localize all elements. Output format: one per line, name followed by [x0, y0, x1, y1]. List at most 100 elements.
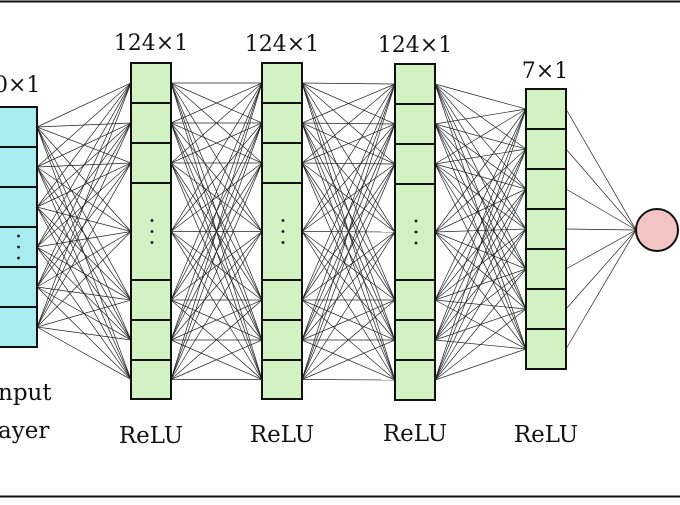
connection-line: [434, 108, 527, 165]
hidden-1-cell: [130, 319, 172, 361]
connection-line: [434, 148, 527, 233]
connection-line: [301, 123, 396, 232]
connection-line: [36, 206, 132, 301]
hidden-2-activation: ReLU: [250, 422, 314, 448]
connection-line: [434, 163, 527, 270]
ellipsis-dot: [414, 219, 418, 223]
hidden-3-activation: ReLU: [383, 421, 447, 447]
connection-line: [36, 246, 132, 301]
hidden-1-cell: [130, 62, 172, 104]
hidden-4-column: [525, 88, 567, 370]
connection-line: [36, 162, 132, 328]
connection-line: [170, 231, 263, 301]
input-cell: [0, 306, 38, 348]
hidden-2-cell: [261, 102, 303, 144]
input-column: [0, 106, 38, 348]
input-cell: [0, 266, 38, 308]
hidden-1-activation: ReLU: [119, 423, 183, 449]
connection-line: [434, 148, 527, 381]
hidden-3-cell: [394, 319, 436, 361]
connection-line: [170, 231, 263, 341]
connection-line: [36, 166, 132, 301]
hidden-4-dim-label: 7×1: [522, 59, 568, 84]
hidden-3-cell: [394, 359, 436, 401]
connection-line: [170, 122, 263, 164]
connection-line: [36, 82, 132, 128]
connection-line: [301, 231, 396, 341]
input-dim-label: 0×1: [0, 73, 40, 98]
input-caption-line-2: ayer: [0, 418, 49, 444]
connection-line: [36, 82, 132, 248]
hidden-4-cell: [525, 208, 567, 250]
hidden-4-activation: ReLU: [514, 422, 578, 448]
connection-line: [170, 122, 263, 380]
connection-line: [301, 123, 396, 164]
hidden-3-cell: [394, 143, 436, 185]
hidden-1-dim-label: 124×1: [114, 31, 188, 56]
connection-line: [434, 231, 527, 350]
input-caption-line-1: nput: [0, 380, 52, 406]
connection-line: [36, 82, 132, 288]
hidden-2-cell: [261, 279, 303, 321]
connection-line: [170, 82, 263, 301]
connection-line: [434, 108, 527, 233]
connection-line: [301, 163, 396, 380]
ellipsis-dot: [150, 219, 154, 222]
connection-line: [36, 126, 132, 232]
hidden-2-column: [261, 62, 303, 400]
connection-line: [170, 82, 263, 232]
connection-line: [301, 339, 396, 380]
connection-line: [36, 231, 132, 328]
connection-line: [301, 163, 396, 232]
hidden-4-cell: [525, 88, 567, 130]
hidden-3-column: [394, 63, 436, 401]
connection-line: [170, 162, 263, 232]
connection-line: [170, 82, 263, 124]
connection-line: [170, 231, 263, 380]
connection-line: [170, 339, 263, 380]
hidden-3-cell: [394, 63, 436, 105]
ellipsis-dot: [150, 230, 154, 233]
connection-line: [301, 299, 396, 341]
connection-line: [301, 379, 396, 381]
ellipsis-dot: [414, 230, 418, 234]
hidden-3-dim-label: 124×1: [378, 33, 452, 58]
connection-line: [301, 123, 396, 380]
output-connection-line: [565, 229, 637, 270]
connection-line: [434, 163, 527, 230]
connection-line: [434, 108, 527, 301]
connection-line: [36, 82, 132, 168]
output-neuron: [635, 208, 679, 252]
connection-line: [434, 188, 527, 381]
connection-line: [434, 148, 527, 165]
connection-line: [434, 108, 527, 125]
connection-line: [434, 108, 527, 381]
connection-line: [434, 108, 527, 341]
hidden-2-cell: [261, 62, 303, 104]
hidden-2-cell: [261, 359, 303, 400]
connection-line: [36, 82, 132, 208]
input-cell: [0, 106, 38, 148]
ellipsis-dot: [281, 230, 285, 233]
connection-line: [434, 163, 527, 350]
connection-line: [36, 122, 132, 328]
connection-line: [434, 188, 527, 233]
connection-line: [36, 166, 132, 232]
connection-line: [36, 231, 132, 248]
hidden-3-cell: [394, 279, 436, 321]
connection-line: [170, 162, 263, 380]
output-connection-line: [565, 108, 637, 231]
connection-line: [170, 82, 263, 164]
connection-line: [301, 83, 396, 341]
connection-line: [434, 348, 527, 381]
connection-line: [170, 82, 263, 380]
ellipsis-dot: [17, 256, 20, 260]
output-connection-line: [565, 148, 637, 231]
connection-line: [36, 231, 132, 288]
hidden-4-cell: [525, 288, 567, 330]
connection-line: [301, 83, 396, 380]
hidden-1-cell: [130, 359, 172, 400]
ellipsis-dot: [281, 241, 285, 244]
input-cell: [0, 186, 38, 228]
